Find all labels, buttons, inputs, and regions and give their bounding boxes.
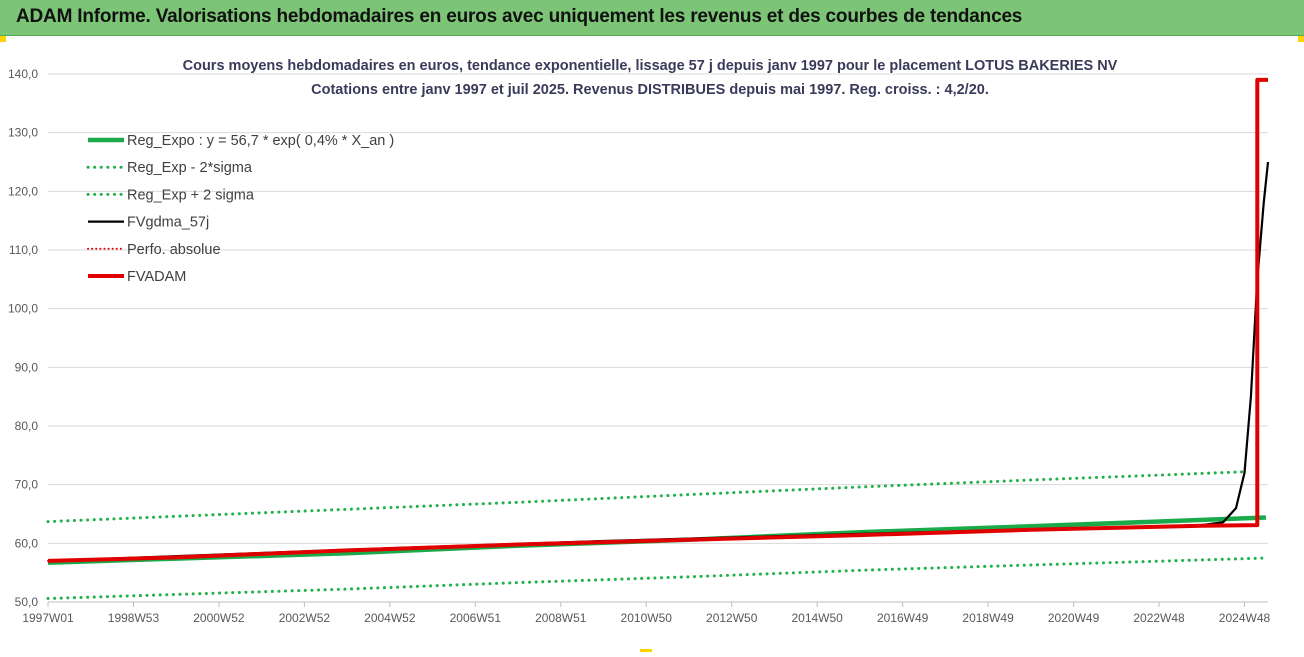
chart-subtitle: Cotations entre janv 1997 et juil 2025. … bbox=[311, 82, 989, 98]
legend-label: Reg_Exp + 2 sigma bbox=[127, 187, 255, 203]
series-fvadam bbox=[47, 77, 1268, 563]
x-tick-label: 2024W48 bbox=[1219, 611, 1271, 625]
legend-label: FVADAM bbox=[127, 269, 186, 285]
x-tick-label: 2010W50 bbox=[621, 611, 673, 625]
x-tick-label: 2012W50 bbox=[706, 611, 758, 625]
legend-label: Reg_Expo : y = 56,7 * exp( 0,4% * X_an ) bbox=[127, 133, 394, 149]
line-chart: Cours moyens hebdomadaires en euros, ten… bbox=[8, 58, 1271, 625]
series-fvgdma-57j bbox=[47, 161, 1270, 562]
series-reg-exp-plus-2-sigma bbox=[46, 470, 1246, 524]
series-reg-exp-minus-2-sigma bbox=[46, 556, 1268, 600]
y-tick-label: 120,0 bbox=[8, 184, 38, 198]
chart-title: Cours moyens hebdomadaires en euros, ten… bbox=[183, 58, 1118, 74]
x-tick-label: 2022W48 bbox=[1133, 611, 1185, 625]
y-tick-label: 60,0 bbox=[15, 536, 39, 550]
series-perfo-absolue bbox=[47, 78, 1269, 562]
chart-area: Cours moyens hebdomadaires en euros, ten… bbox=[0, 36, 1304, 652]
report-title: ADAM Informe. Valorisations hebdomadaire… bbox=[16, 6, 1023, 27]
corner-marker-top-left bbox=[0, 36, 6, 42]
corner-marker-bottom bbox=[640, 649, 652, 652]
y-tick-label: 140,0 bbox=[8, 67, 38, 81]
x-tick-label: 2006W51 bbox=[450, 611, 502, 625]
x-tick-label: 2016W49 bbox=[877, 611, 929, 625]
legend-label: Reg_Exp - 2*sigma bbox=[127, 160, 253, 176]
y-tick-label: 100,0 bbox=[8, 302, 38, 316]
axis-layer: 50,0 60,0 70,0 80,0 90,0 100,0 110,0 120,0 130,0… bbox=[8, 67, 1271, 625]
legend: Reg_Expo : y = 56,7 * exp( 0,4% * X_an )… bbox=[86, 133, 394, 285]
legend-label: Perfo. absolue bbox=[127, 242, 221, 258]
x-tick-label: 2002W52 bbox=[279, 611, 331, 625]
x-tick-label: 2020W49 bbox=[1048, 611, 1100, 625]
grid-layer bbox=[48, 73, 1268, 544]
x-tick-label: 2018W49 bbox=[962, 611, 1014, 625]
x-tick-label: 2004W52 bbox=[364, 611, 416, 625]
y-tick-label: 70,0 bbox=[15, 478, 39, 492]
y-tick-label: 110,0 bbox=[9, 243, 38, 257]
y-tick-label: 80,0 bbox=[15, 419, 39, 433]
report-header: ADAM Informe. Valorisations hebdomadaire… bbox=[0, 0, 1304, 36]
x-tick-label: 1997W01 bbox=[22, 611, 74, 625]
y-tick-label: 90,0 bbox=[15, 360, 39, 374]
y-tick-label: 130,0 bbox=[8, 126, 38, 140]
legend-label: FVgdma_57j bbox=[127, 215, 209, 231]
corner-marker-top-right bbox=[1298, 36, 1304, 42]
x-tick-label: 2000W52 bbox=[193, 611, 245, 625]
series-layer bbox=[46, 77, 1270, 600]
x-tick-label: 1998W53 bbox=[108, 611, 160, 625]
x-tick-label: 2008W51 bbox=[535, 611, 587, 625]
x-tick-label: 2014W50 bbox=[791, 611, 843, 625]
y-tick-label: 50,0 bbox=[15, 595, 39, 609]
